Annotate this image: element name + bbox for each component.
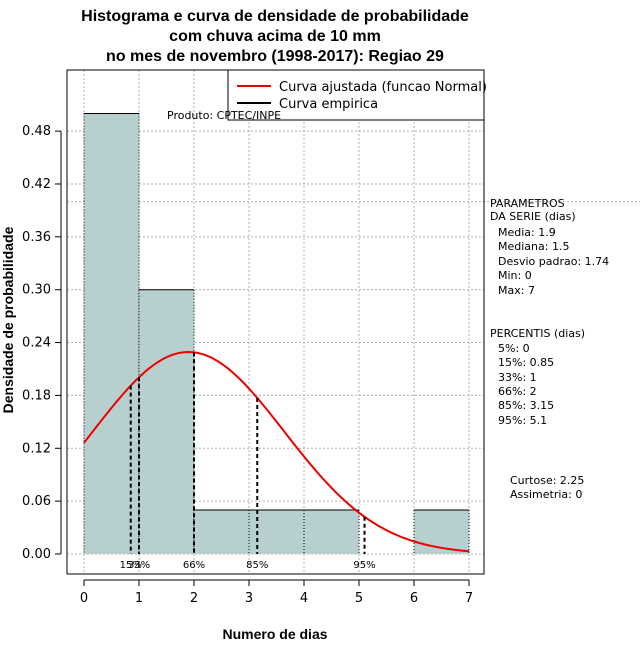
y-tick-label: 0.36 — [22, 230, 51, 245]
x-tick-label: 6 — [410, 591, 418, 606]
stat-assimetria: Assimetria: 0 — [510, 488, 582, 501]
y-tick-label: 0.42 — [22, 177, 51, 192]
stat-p15: 15%: 0.85 — [498, 356, 554, 369]
percentile-label: 85% — [246, 560, 268, 571]
chart-title-line-2: com chuva acima de 10 mm — [169, 28, 381, 45]
legend-empirical-label: Curva empirica — [279, 97, 378, 112]
axes: 0.00 0.06 0.12 0.18 0.24 0.30 0.36 0.42 0.48 0 1 2 3… — [22, 124, 473, 606]
x-tick-label: 3 — [245, 591, 253, 606]
params-title-2: DA SERIE (dias) — [490, 210, 576, 223]
y-tick-label: 0.12 — [22, 441, 51, 456]
stat-p33: 33%: 1 — [498, 371, 537, 384]
histogram-bar — [194, 509, 249, 554]
stats-panel: PARAMETROS DA SERIE (dias) Media: 1.9 Me… — [490, 197, 609, 501]
y-tick-label: 0.30 — [22, 283, 51, 298]
stat-p66: 66%: 2 — [498, 385, 537, 398]
chart-title-line-3: no mes de novembro (1998-2017): Regiao 2… — [106, 48, 444, 65]
chart-title-line-1: Histograma e curva de densidade de proba… — [81, 8, 469, 25]
histogram-bar — [139, 289, 194, 554]
product-label: Produto: CPTEC/INPE — [167, 109, 281, 122]
stat-curtose: Curtose: 2.25 — [510, 474, 584, 487]
stat-mediana: Mediana: 1.5 — [498, 240, 569, 253]
fitted-normal-curve — [83, 351, 470, 553]
percentile-label: 15% — [120, 560, 142, 571]
x-tick-label: 1 — [135, 591, 143, 606]
x-tick-label: 0 — [80, 591, 88, 606]
histogram-bars — [83, 113, 470, 554]
x-tick-label: 7 — [465, 591, 473, 606]
stat-desvio: Desvio padrao: 1.74 — [498, 255, 609, 268]
y-tick-label: 0.00 — [22, 547, 51, 562]
percentis-title: PERCENTIS (dias) — [490, 327, 585, 340]
x-axis-title: Numero de dias — [222, 626, 327, 642]
y-axis-title: Densidade de probabilidade — [0, 226, 16, 413]
stat-media: Media: 1.9 — [498, 226, 556, 239]
fitted-curve-layer — [83, 351, 470, 553]
percentile-label: 33% — [128, 560, 150, 571]
x-tick-label: 4 — [300, 591, 308, 606]
percentile-lines: 15%33% 66% 85% 95% — [120, 352, 376, 571]
stat-max: Max: 7 — [498, 284, 535, 297]
stat-min: Min: 0 — [498, 269, 532, 282]
params-title-1: PARAMETROS — [490, 197, 565, 210]
histogram-bar — [414, 509, 469, 554]
y-tick-label: 0.18 — [22, 388, 51, 403]
y-tick-label: 0.24 — [22, 336, 51, 351]
legend-fitted-label: Curva ajustada (funcao Normal) — [279, 80, 487, 95]
y-tick-label: 0.48 — [22, 124, 51, 139]
legend-box — [227, 69, 485, 121]
percentile-label: 95% — [353, 560, 375, 571]
stat-p95: 95%: 5.1 — [498, 414, 547, 427]
histogram-bar — [84, 113, 139, 554]
stat-p85: 85%: 3.15 — [498, 399, 554, 412]
x-tick-label: 2 — [190, 591, 198, 606]
stat-p5: 5%: 0 — [498, 342, 530, 355]
x-tick-label: 5 — [355, 591, 363, 606]
y-tick-label: 0.06 — [22, 494, 51, 509]
legend: Curva ajustada (funcao Normal) Curva emp… — [227, 69, 487, 121]
histogram-bar — [304, 509, 359, 554]
percentile-label: 66% — [183, 560, 205, 571]
